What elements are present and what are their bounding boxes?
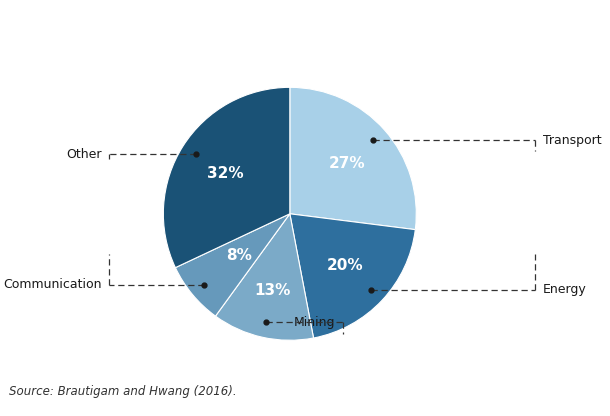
Text: Mining: Mining xyxy=(294,316,336,329)
Text: Transport: Transport xyxy=(543,134,601,147)
Wedge shape xyxy=(176,214,290,316)
Text: 27%: 27% xyxy=(328,156,365,171)
Text: 32%: 32% xyxy=(207,166,244,181)
Text: Energy: Energy xyxy=(543,283,586,297)
Wedge shape xyxy=(290,214,415,338)
Text: Other: Other xyxy=(66,148,101,161)
Text: 8%: 8% xyxy=(226,248,252,263)
Wedge shape xyxy=(290,87,416,230)
Text: Source: Brautigam and Hwang (2016).: Source: Brautigam and Hwang (2016). xyxy=(9,385,236,398)
Text: 13%: 13% xyxy=(254,283,291,298)
Text: Communication: Communication xyxy=(3,278,101,291)
Text: Sectors Receiving Chinese Loans, 2000-2014: Sectors Receiving Chinese Loans, 2000-20… xyxy=(9,21,448,39)
Wedge shape xyxy=(163,87,290,267)
Text: 20%: 20% xyxy=(327,258,364,273)
Wedge shape xyxy=(215,214,314,340)
